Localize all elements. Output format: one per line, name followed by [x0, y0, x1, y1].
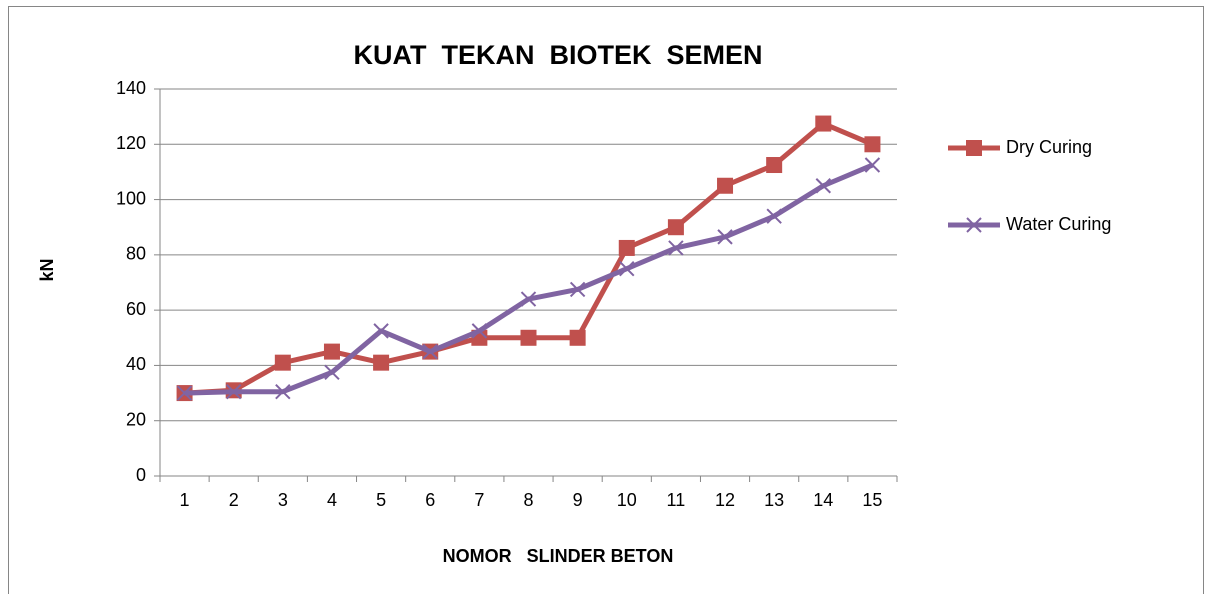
chart-border: [8, 6, 1204, 594]
y-tick-label: 80: [126, 244, 146, 264]
legend-label: Water Curing: [1006, 214, 1111, 234]
data-point: [766, 157, 783, 174]
data-point: [618, 239, 635, 256]
data-point: [667, 219, 684, 236]
data-point: [471, 323, 488, 339]
x-tick-label: 2: [229, 490, 239, 510]
y-tick-label: 120: [116, 133, 146, 153]
x-tick-label: 10: [617, 490, 637, 510]
data-point: [323, 343, 340, 360]
y-tick-label: 20: [126, 409, 146, 429]
data-point: [668, 240, 684, 256]
data-point: [864, 136, 881, 153]
data-point: [324, 364, 340, 381]
x-tick-label: 12: [715, 490, 735, 510]
data-point: [225, 383, 242, 400]
legend-marker: [966, 217, 982, 233]
chart-title: KUAT TEKAN BIOTEK SEMEN: [353, 40, 762, 70]
y-tick-label: 0: [136, 465, 146, 485]
data-point: [569, 281, 586, 298]
data-point: [373, 354, 390, 371]
x-tick-label: 1: [180, 490, 190, 510]
data-point: [520, 329, 537, 346]
data-point: [274, 354, 291, 371]
data-point: [717, 229, 733, 245]
data-point: [815, 115, 832, 132]
data-point: [176, 385, 193, 401]
data-point: [422, 343, 438, 360]
x-tick-label: 13: [764, 490, 784, 510]
x-tick-label: 7: [474, 490, 484, 510]
data-point: [717, 177, 734, 194]
x-tick-label: 3: [278, 490, 288, 510]
data-point: [766, 208, 782, 224]
x-tick-label: 8: [523, 490, 533, 510]
x-tick-label: 9: [573, 490, 583, 510]
data-point: [864, 157, 881, 173]
y-tick-label: 140: [116, 78, 146, 98]
x-tick-label: 5: [376, 490, 386, 510]
y-tick-label: 40: [126, 354, 146, 374]
data-point: [619, 260, 635, 277]
legend-label: Dry Curing: [1006, 137, 1092, 157]
x-tick-label: 11: [667, 490, 686, 510]
legend-marker: [966, 140, 982, 156]
data-point: [569, 329, 586, 346]
x-tick-label: 6: [425, 490, 435, 510]
data-point: [815, 178, 832, 194]
data-point: [373, 323, 389, 339]
data-point: [275, 383, 291, 400]
y-axis-label: kN: [37, 258, 57, 281]
x-tick-label: 4: [327, 490, 337, 510]
x-tick-label: 14: [813, 490, 833, 510]
x-tick-label: 15: [862, 490, 882, 510]
y-tick-label: 100: [116, 188, 146, 208]
x-axis-label: NOMOR SLINDER BETON: [443, 546, 674, 566]
data-point: [520, 291, 537, 307]
y-tick-label: 60: [126, 299, 146, 319]
